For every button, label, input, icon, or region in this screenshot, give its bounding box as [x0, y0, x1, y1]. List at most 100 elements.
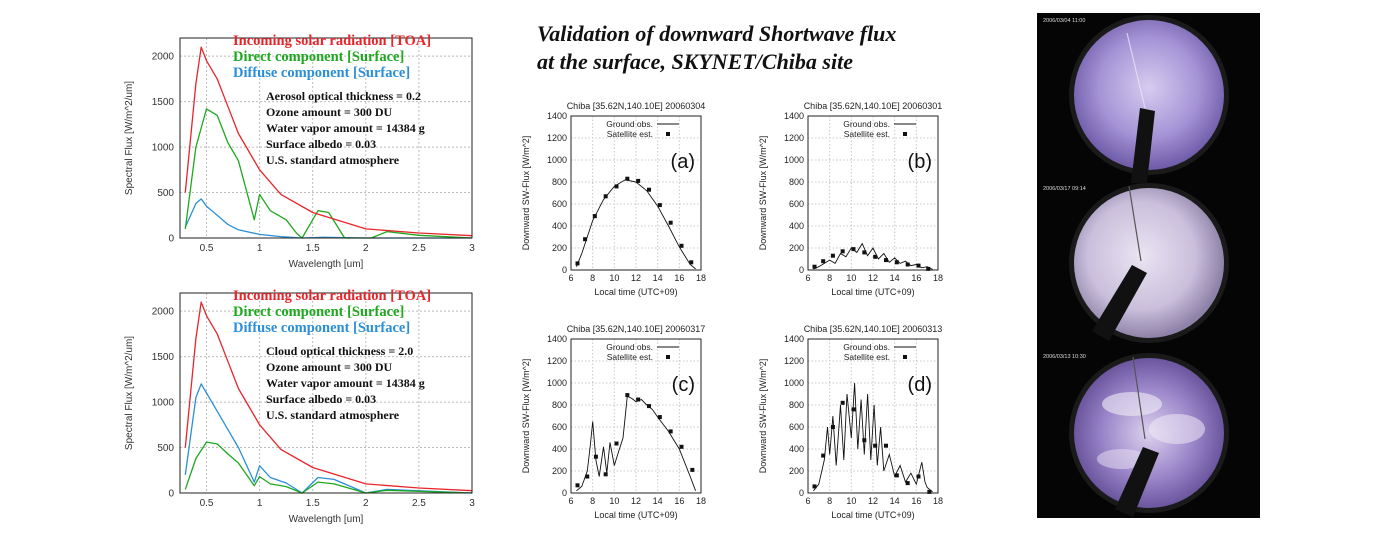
satellite-point	[926, 266, 931, 271]
sky-photo-2: 2006/03/17 09:14	[1043, 183, 1229, 343]
satellite-point	[851, 247, 856, 252]
y-tick-label: 400	[552, 221, 567, 231]
toa-series-line	[184, 46, 473, 237]
x-tick-label: 0.5	[200, 498, 214, 509]
figure-title-line-1: Validation of downward Shortwave flux	[537, 21, 897, 46]
y-axis-label: Downward SW-Flux [W/m^2]	[521, 136, 531, 251]
y-tick-label: 500	[157, 443, 174, 454]
satellite-point	[689, 260, 694, 265]
satellite-point	[575, 261, 580, 266]
y-tick-label: 1200	[784, 133, 804, 143]
x-tick-label: 14	[890, 273, 900, 283]
legend-point-swatch	[903, 355, 907, 359]
flux-chart-a: Chiba [35.62N,140.10E] 20060304 6 8 10 12 14 1…	[521, 101, 706, 297]
satellite-point	[585, 474, 590, 479]
x-tick-label: 8	[827, 273, 832, 283]
legend-toa: Incoming solar radiation [TOA]	[233, 288, 431, 304]
chart-series	[184, 301, 473, 494]
y-tick-label: 600	[552, 422, 567, 432]
y-axis-label: Spectral Flux [W/m^2/um]	[124, 81, 135, 195]
x-axis-label: Wavelength [um]	[289, 514, 364, 525]
y-tick-label: 1200	[547, 356, 567, 366]
y-tick-label: 0	[799, 265, 804, 275]
fisheye-sky	[1074, 188, 1224, 338]
y-axis-label: Spectral Flux [W/m^2/um]	[124, 336, 135, 450]
x-tick-labels: 0.5 1 1.5 2 2.5 3	[200, 243, 476, 254]
satellite-point	[862, 250, 867, 255]
legend-point-swatch	[666, 132, 670, 136]
x-tick-label: 12	[868, 273, 878, 283]
legend-point-swatch	[903, 132, 907, 136]
x-tick-label: 12	[868, 496, 878, 506]
y-tick-label: 400	[552, 444, 567, 454]
satellite-point	[894, 473, 899, 478]
annotation-line: U.S. standard atmosphere	[266, 153, 400, 167]
x-tick-label: 6	[805, 273, 810, 283]
satellite-point	[625, 176, 630, 181]
annotation-line: Surface albedo = 0.03	[266, 392, 376, 406]
direct-series-line	[184, 441, 473, 494]
x-tick-label: 1	[257, 243, 263, 254]
satellite-point	[625, 393, 630, 398]
diffuse-series-line	[184, 198, 472, 239]
x-tick-label: 8	[590, 273, 595, 283]
sky-photo-3: 2006/03/13 10:30	[1043, 353, 1229, 517]
plot-frame	[807, 115, 939, 271]
x-axis-label: Local time (UTC+09)	[831, 287, 914, 297]
sky-camera-photos: 2006/03/04 11:00 2006/03/17 09:14 2006/0…	[1043, 15, 1229, 517]
x-tick-label: 16	[911, 273, 921, 283]
x-tick-label: 18	[933, 496, 943, 506]
y-tick-label: 1000	[152, 143, 175, 154]
spectral-chart-clear: 0.5 1 1.5 2 2.5 3 0 500 1000 1500 2000 Wavelength…	[124, 33, 476, 270]
satellite-point	[583, 237, 588, 242]
x-tick-label: 16	[674, 273, 684, 283]
satellite-point	[636, 397, 641, 402]
satellite-point	[821, 453, 826, 458]
x-tick-label: 14	[653, 496, 663, 506]
x-tick-label: 1.5	[306, 243, 320, 254]
x-tick-label: 2	[363, 243, 369, 254]
x-tick-label: 2.5	[412, 243, 426, 254]
legend-toa: Incoming solar radiation [TOA]	[233, 33, 431, 49]
x-tick-label: 6	[568, 496, 573, 506]
y-tick-label: 200	[789, 243, 804, 253]
x-tick-label: 0.5	[200, 243, 214, 254]
satellite-point	[884, 443, 888, 448]
satellite-point	[884, 258, 888, 263]
y-tick-label: 1000	[152, 398, 175, 409]
legend-satellite-est: Satellite est.	[607, 352, 653, 362]
shadow-band	[1115, 447, 1159, 517]
legend-satellite-est: Satellite est.	[844, 129, 890, 139]
panel-label: (a)	[671, 151, 695, 173]
y-tick-label: 400	[789, 221, 804, 231]
y-tick-label: 800	[789, 400, 804, 410]
x-tick-label: 1	[257, 498, 263, 509]
satellite-point	[647, 404, 651, 409]
chart-title: Chiba [35.62N,140.10E] 20060301	[804, 101, 943, 111]
legend-diffuse: Diffuse component [Surface]	[233, 320, 410, 336]
sky-photo-1: 2006/03/04 11:00	[1043, 15, 1229, 183]
x-tick-label: 14	[653, 273, 663, 283]
satellite-point	[905, 481, 910, 486]
y-tick-labels: 0 500 1000 1500 2000	[152, 307, 175, 500]
satellite-point	[862, 438, 867, 443]
annotation-line: Cloud optical thickness = 2.0	[266, 344, 413, 358]
x-tick-label: 12	[631, 496, 641, 506]
legend-satellite-est: Satellite est.	[607, 129, 653, 139]
satellite-point	[657, 203, 662, 208]
annotation-line: Water vapor amount = 14384 g	[266, 376, 425, 390]
satellite-point	[657, 415, 662, 420]
y-tick-label: 1500	[152, 97, 175, 108]
y-tick-label: 1000	[547, 378, 567, 388]
y-tick-label: 1500	[152, 352, 175, 363]
y-tick-label: 1400	[547, 334, 567, 344]
x-tick-label: 6	[805, 496, 810, 506]
ground-obs-line	[575, 179, 696, 270]
y-tick-label: 2000	[152, 307, 175, 318]
annotation-line: U.S. standard atmosphere	[266, 408, 400, 422]
legend-point-swatch	[666, 355, 670, 359]
x-tick-label: 10	[846, 496, 856, 506]
x-tick-label: 10	[846, 273, 856, 283]
y-tick-label: 0	[168, 234, 174, 245]
x-tick-label: 18	[696, 273, 706, 283]
